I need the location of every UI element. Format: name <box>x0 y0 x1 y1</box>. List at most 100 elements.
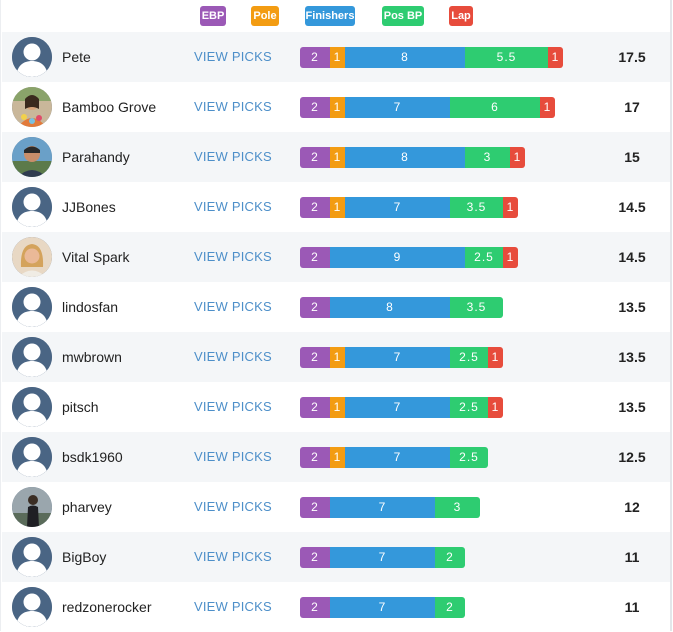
total-points: 11 <box>624 599 640 615</box>
view-picks-link[interactable]: VIEW PICKS <box>194 399 272 414</box>
leaderboard-row: Vital Spark VIEW PICKS 2 9 2.5 1 14.5 <box>2 232 670 282</box>
leaderboard-row: BigBoy VIEW PICKS 2 7 2 11 <box>2 532 670 582</box>
leaderboard-rows: Pete VIEW PICKS 2 1 8 5.5 1 17.5 Bamboo Grove VIE… <box>2 32 670 632</box>
bar-segment-finishers: 8 <box>345 47 465 68</box>
avatar <box>12 187 52 227</box>
bar-segment-lap: 1 <box>540 97 555 118</box>
bar-segment-ebp: 2 <box>300 347 330 368</box>
bar-segment-ebp: 2 <box>300 247 330 268</box>
total-points: 13.5 <box>618 299 646 315</box>
avatar <box>12 437 52 477</box>
bar-segment-finishers: 7 <box>330 497 435 518</box>
view-picks-link[interactable]: VIEW PICKS <box>194 449 272 464</box>
username: BigBoy <box>62 549 107 565</box>
bar-segment-lap: 1 <box>503 247 518 268</box>
view-picks-link[interactable]: VIEW PICKS <box>194 249 272 264</box>
bar-segment-lap: 1 <box>548 47 563 68</box>
bar-segment-finishers: 8 <box>345 147 465 168</box>
view-picks-link[interactable]: VIEW PICKS <box>194 149 272 164</box>
avatar <box>12 137 52 177</box>
legend-ebp: EBP <box>200 6 226 26</box>
bar-segment-lap: 1 <box>510 147 525 168</box>
points-bar: 2 1 7 2.5 1 <box>300 397 503 418</box>
bar-segment-finishers: 7 <box>330 597 435 618</box>
avatar <box>12 87 52 127</box>
legend-pole: Pole <box>251 6 279 26</box>
view-picks-link[interactable]: VIEW PICKS <box>194 499 272 514</box>
bar-segment-pole: 1 <box>330 397 345 418</box>
points-bar: 2 9 2.5 1 <box>300 247 518 268</box>
points-bar: 2 8 3.5 <box>300 297 503 318</box>
total-points: 13.5 <box>618 399 646 415</box>
username: pitsch <box>62 399 99 415</box>
avatar <box>12 287 52 327</box>
leaderboard-row: redzonerocker VIEW PICKS 2 7 2 11 <box>2 582 670 632</box>
username: Parahandy <box>62 149 130 165</box>
leaderboard-row: Pete VIEW PICKS 2 1 8 5.5 1 17.5 <box>2 32 670 82</box>
total-points: 17 <box>624 99 640 115</box>
bar-segment-posbp: 2.5 <box>450 447 488 468</box>
view-picks-link[interactable]: VIEW PICKS <box>194 99 272 114</box>
view-picks-link[interactable]: VIEW PICKS <box>194 299 272 314</box>
legend: EBP Pole Finishers Pos BP Lap <box>1 6 670 28</box>
avatar <box>12 37 52 77</box>
bar-segment-posbp: 2.5 <box>465 247 503 268</box>
username: mwbrown <box>62 349 122 365</box>
avatar <box>12 587 52 627</box>
total-points: 13.5 <box>618 349 646 365</box>
points-bar: 2 1 7 3.5 1 <box>300 197 518 218</box>
bar-segment-pole: 1 <box>330 147 345 168</box>
bar-segment-posbp: 3.5 <box>450 297 503 318</box>
bar-segment-finishers: 7 <box>330 547 435 568</box>
avatar <box>12 387 52 427</box>
total-points: 12.5 <box>618 449 646 465</box>
bar-segment-finishers: 8 <box>330 297 450 318</box>
username: bsdk1960 <box>62 449 123 465</box>
view-picks-link[interactable]: VIEW PICKS <box>194 199 272 214</box>
legend-lap: Lap <box>449 6 473 26</box>
avatar <box>12 337 52 377</box>
username: pharvey <box>62 499 112 515</box>
bar-segment-pole: 1 <box>330 97 345 118</box>
total-points: 11 <box>624 549 640 565</box>
leaderboard-row: pitsch VIEW PICKS 2 1 7 2.5 1 13.5 <box>2 382 670 432</box>
bar-segment-finishers: 7 <box>345 97 450 118</box>
avatar <box>12 487 52 527</box>
bar-segment-lap: 1 <box>503 197 518 218</box>
view-picks-link[interactable]: VIEW PICKS <box>194 349 272 364</box>
bar-segment-posbp: 2.5 <box>450 397 488 418</box>
points-bar: 2 1 7 2.5 <box>300 447 488 468</box>
bar-segment-pole: 1 <box>330 447 345 468</box>
bar-segment-lap: 1 <box>488 347 503 368</box>
leaderboard-row: Parahandy VIEW PICKS 2 1 8 3 1 15 <box>2 132 670 182</box>
view-picks-link[interactable]: VIEW PICKS <box>194 599 272 614</box>
bar-segment-ebp: 2 <box>300 547 330 568</box>
total-points: 14.5 <box>618 199 646 215</box>
bar-segment-pole: 1 <box>330 47 345 68</box>
bar-segment-pole: 1 <box>330 347 345 368</box>
bar-segment-finishers: 7 <box>345 447 450 468</box>
legend-posbp: Pos BP <box>382 6 424 26</box>
leaderboard-row: pharvey VIEW PICKS 2 7 3 12 <box>2 482 670 532</box>
bar-segment-ebp: 2 <box>300 597 330 618</box>
bar-segment-posbp: 2.5 <box>450 347 488 368</box>
points-bar: 2 1 7 2.5 1 <box>300 347 503 368</box>
bar-segment-posbp: 3 <box>435 497 480 518</box>
bar-segment-posbp: 2 <box>435 547 465 568</box>
bar-segment-finishers: 7 <box>345 197 450 218</box>
view-picks-link[interactable]: VIEW PICKS <box>194 549 272 564</box>
legend-finishers: Finishers <box>305 6 355 26</box>
total-points: 17.5 <box>618 49 646 65</box>
avatar <box>12 237 52 277</box>
bar-segment-posbp: 2 <box>435 597 465 618</box>
bar-segment-ebp: 2 <box>300 47 330 68</box>
username: Pete <box>62 49 91 65</box>
username: lindosfan <box>62 299 119 315</box>
leaderboard-row: lindosfan VIEW PICKS 2 8 3.5 13.5 <box>2 282 670 332</box>
leaderboard-row: Bamboo Grove VIEW PICKS 2 1 7 6 1 17 <box>2 82 670 132</box>
view-picks-link[interactable]: VIEW PICKS <box>194 49 272 64</box>
